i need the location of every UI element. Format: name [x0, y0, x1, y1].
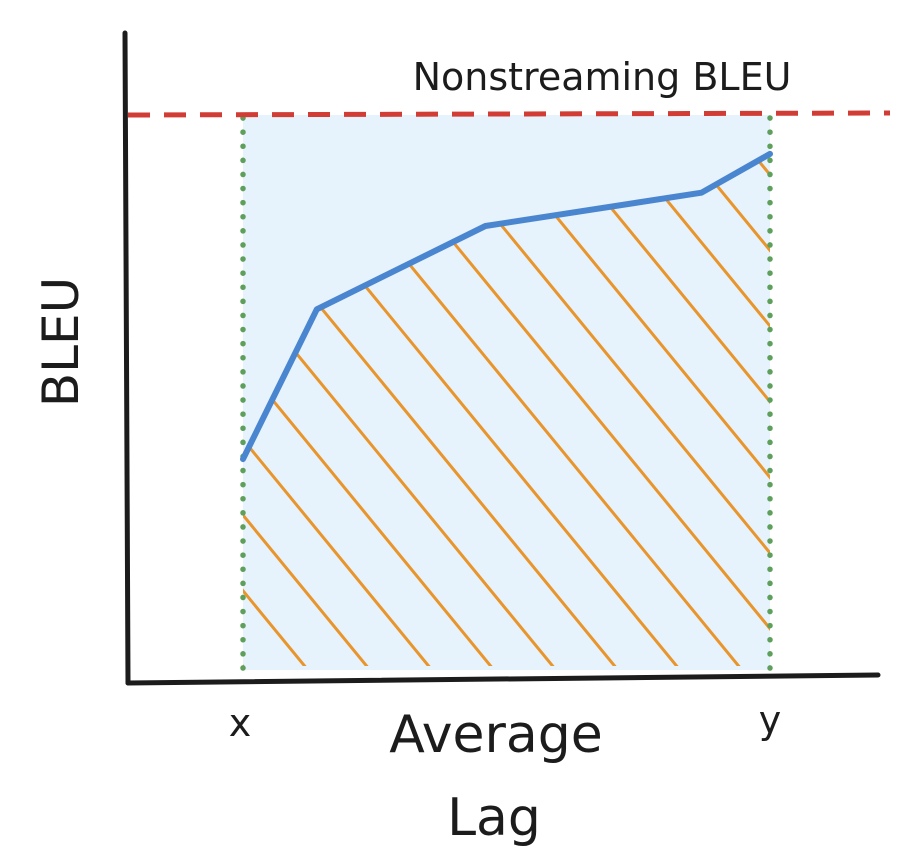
- x-axis-label-line1: Average: [389, 705, 603, 765]
- hatch-line: [845, 115, 902, 670]
- interval-region: [243, 115, 770, 670]
- y-axis-label: BLEU: [32, 277, 90, 407]
- hatch-line: [595, 153, 770, 666]
- bleu-curve: [240, 150, 773, 463]
- y-axis: [122, 30, 131, 686]
- hatch-line: [783, 115, 902, 670]
- hatch-line: [243, 153, 434, 666]
- nonstreaming-bleu-line: [127, 110, 891, 118]
- hatch-line: [243, 153, 620, 666]
- x-axis: [125, 672, 881, 686]
- hatch-line: [243, 153, 372, 666]
- x-tick-end: y: [759, 698, 782, 742]
- x-axis-label-line2: Lag: [447, 788, 541, 848]
- hatch-line: [0, 115, 184, 670]
- x-tick-start: x: [229, 701, 252, 745]
- area-under-curve-hatch: [0, 115, 902, 670]
- reference-label: Nonstreaming BLEU: [413, 55, 792, 99]
- hatch-line: [243, 153, 558, 666]
- hatch-line: [657, 153, 770, 666]
